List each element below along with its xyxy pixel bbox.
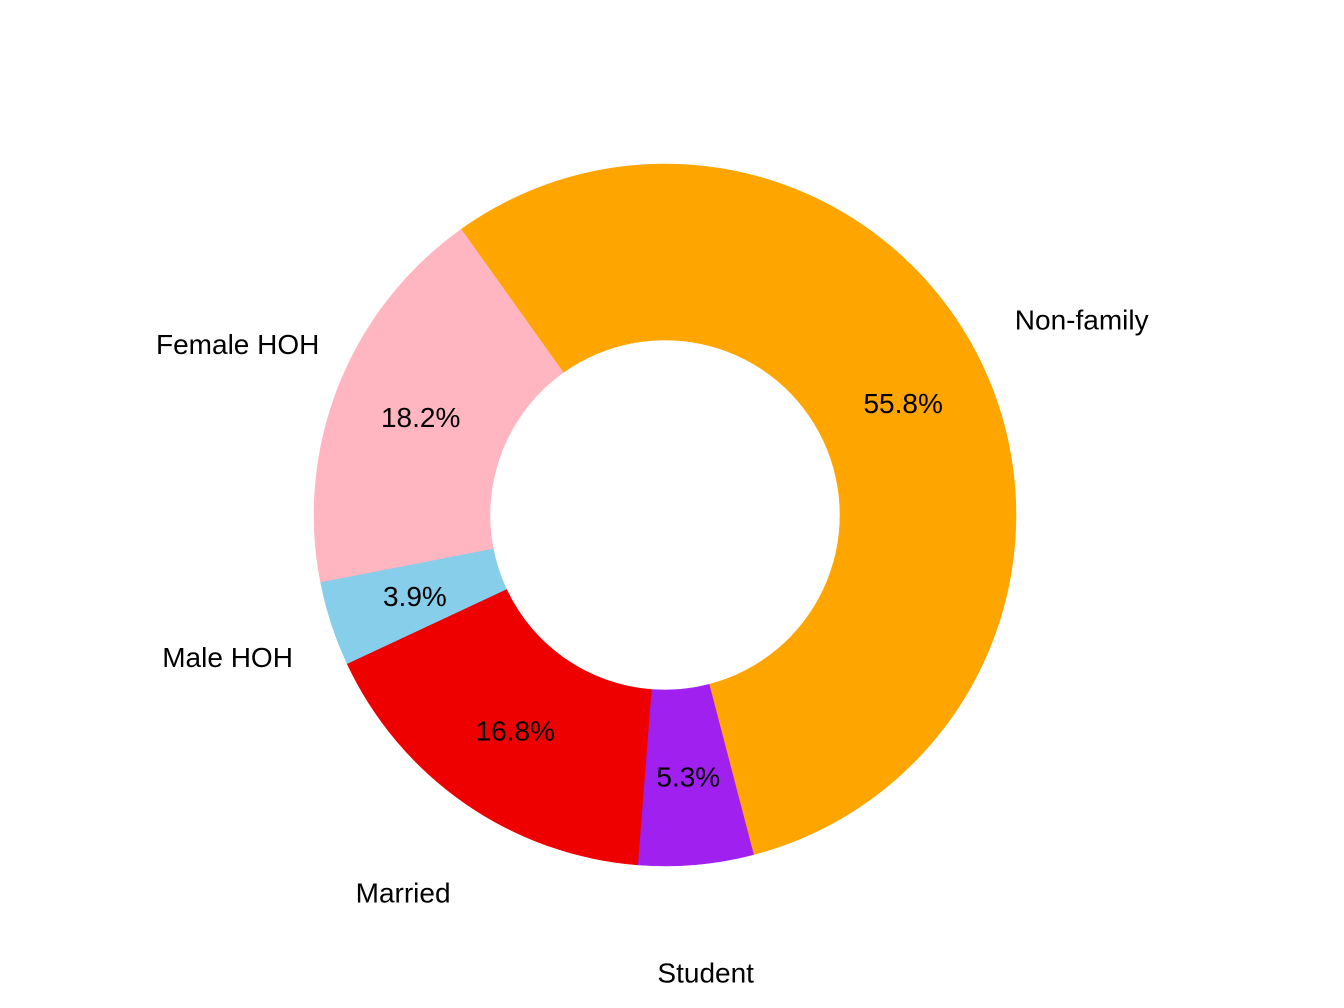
donut-slices: [313, 163, 1017, 867]
percent-labels: 55.8% 5.3% 16.8% 3.9% 18.2%: [381, 388, 943, 792]
percent-label-married: 16.8%: [476, 716, 555, 747]
category-label-student: Student: [657, 958, 754, 989]
slice-female-hoh: [313, 228, 564, 583]
slice-non-family: [460, 163, 1017, 855]
category-label-married: Married: [356, 878, 451, 909]
category-label-female-hoh: Female HOH: [156, 329, 319, 360]
category-label-male-hoh: Male HOH: [162, 642, 293, 673]
slice-married: [346, 588, 652, 866]
percent-label-student: 5.3%: [656, 762, 720, 793]
category-labels: Non-family Student Married Male HOH Female H…: [156, 305, 1149, 989]
category-label-non-family: Non-family: [1015, 305, 1149, 336]
percent-label-non-family: 55.8%: [863, 388, 942, 419]
percent-label-female-hoh: 18.2%: [381, 402, 460, 433]
percent-label-male-hoh: 3.9%: [383, 581, 447, 612]
